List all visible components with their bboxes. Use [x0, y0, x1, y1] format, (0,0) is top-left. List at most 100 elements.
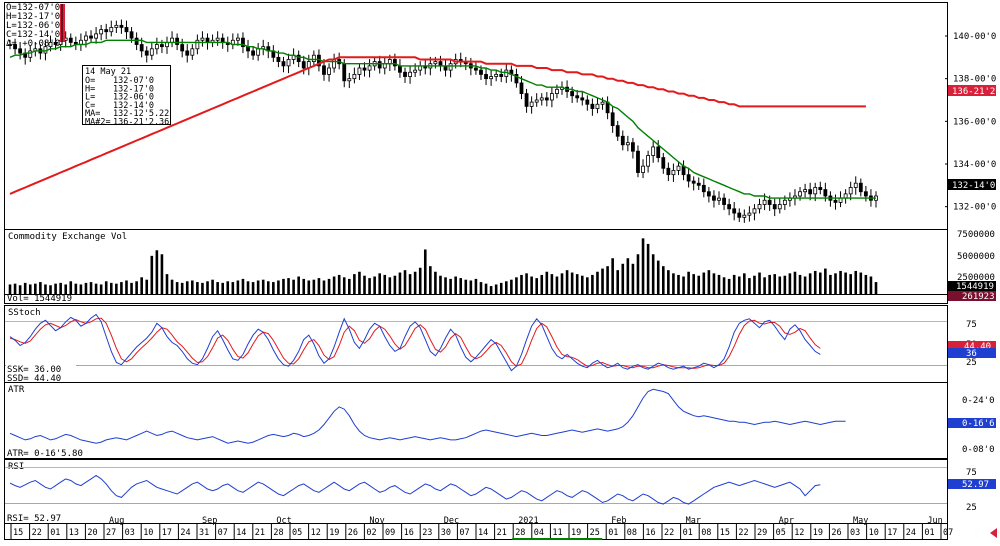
- volume-bar: [196, 282, 199, 294]
- volume-bar: [677, 274, 680, 294]
- volume-bar: [251, 282, 255, 294]
- stoch-badges: 44.40 36: [948, 341, 996, 359]
- candle-body: [580, 97, 585, 101]
- candle-body: [276, 56, 281, 62]
- atr-tick-0: 0-24'0: [962, 396, 995, 406]
- volume-bar: [145, 279, 149, 294]
- date-day-label: 10: [869, 528, 879, 538]
- volume-panel-frame: [4, 229, 948, 304]
- candle-body: [28, 50, 33, 58]
- candle-body: [408, 71, 412, 77]
- volume-bar: [191, 280, 194, 294]
- volume-bar: [869, 276, 873, 294]
- candle-body: [570, 91, 575, 97]
- stoch-tick-0: 75: [966, 320, 977, 330]
- info-box[interactable]: 14 May 21 O= 132-07'0 H= 132-17'0 L= 132-06'0…: [82, 65, 171, 128]
- volume-bar: [808, 273, 812, 294]
- volume-bar: [692, 274, 695, 294]
- ma-long-line: [9, 56, 866, 195]
- volume-bar: [661, 266, 665, 294]
- date-day-label: 24: [906, 528, 916, 538]
- date-day-label: 09: [385, 528, 395, 538]
- volume-badge-bg: [948, 281, 996, 291]
- volume-bar: [246, 281, 250, 294]
- date-day-label: 21: [497, 528, 507, 538]
- volume-bar: [818, 272, 822, 294]
- volume-bar: [732, 274, 736, 294]
- volume-bar: [717, 274, 721, 294]
- volume-bar: [69, 281, 73, 294]
- volume-bar: [591, 274, 594, 294]
- info-row-label: O=: [85, 76, 95, 86]
- volume-bar: [722, 277, 726, 294]
- volume-bar: [206, 281, 209, 294]
- candle-body: [377, 61, 382, 69]
- date-day-label: 21: [255, 528, 265, 538]
- volume-bar: [499, 282, 503, 294]
- last-price-badge: 132-14'0: [952, 181, 995, 191]
- date-day-label: 24: [180, 528, 190, 538]
- volume-bar: [672, 273, 675, 294]
- volume-bar: [580, 275, 584, 294]
- candle-body: [681, 165, 686, 176]
- volume-bar: [226, 281, 230, 294]
- price-tick-label: 136-00'0: [953, 117, 996, 127]
- candle-body: [661, 157, 666, 169]
- candle-body: [89, 35, 93, 39]
- volume-bar: [702, 272, 706, 294]
- candle-body: [180, 44, 185, 52]
- candle-body: [392, 59, 397, 67]
- candle-body: [241, 37, 245, 48]
- header-close: C=132-14'0: [6, 30, 60, 40]
- volume-bar: [261, 279, 265, 294]
- candle-body: [256, 48, 261, 56]
- volume-bar: [312, 279, 316, 294]
- candle-body: [636, 150, 640, 173]
- stoch-title: SStoch: [8, 308, 41, 318]
- volume-bar: [155, 250, 159, 294]
- volume-bar: [505, 281, 508, 294]
- candle-body: [114, 24, 119, 28]
- volume-bar: [601, 268, 604, 294]
- volume-bar: [368, 278, 371, 294]
- date-day-label: 29: [757, 528, 767, 538]
- volume-bar: [570, 272, 574, 294]
- volume-bar: [115, 283, 118, 294]
- scroll-left-arrow-icon[interactable]: [990, 528, 997, 538]
- date-day-label: 19: [329, 528, 339, 538]
- volume-bar: [277, 280, 280, 294]
- date-day-label: 04: [534, 528, 544, 538]
- info-row-label: H=: [85, 84, 95, 94]
- volume-bar: [469, 280, 473, 294]
- volume-bar: [874, 282, 878, 294]
- volume-legend: Vol= 1544919: [7, 294, 72, 304]
- volume-axis-ticks: 7500000 5000000 2500000: [957, 230, 995, 283]
- candle-body: [600, 101, 605, 105]
- candle-body: [433, 61, 438, 65]
- candle-body: [322, 65, 326, 75]
- volume-bar: [408, 274, 412, 294]
- stoch-tick-2: 25: [966, 358, 977, 368]
- candle-body: [327, 67, 331, 75]
- candle-body: [281, 61, 286, 67]
- candle-body: [129, 31, 134, 39]
- volume-bar: [266, 281, 270, 294]
- candle-body: [813, 187, 818, 195]
- atr-title: ATR: [8, 385, 25, 395]
- volume-bar: [272, 282, 275, 294]
- volume-bar: [434, 271, 437, 294]
- stoch-k-badge: 36: [966, 349, 977, 359]
- candle-body: [631, 142, 635, 152]
- info-row-value: 132-14'0: [113, 101, 154, 111]
- candle-body: [534, 99, 539, 103]
- volume-bar: [707, 270, 711, 294]
- date-day-label: 01: [608, 528, 618, 538]
- volume-bar: [854, 270, 858, 294]
- candle-body: [362, 67, 367, 71]
- candle-body: [124, 27, 129, 33]
- date-month-label: Mar: [686, 516, 701, 526]
- volume-tick-0: 7500000: [957, 230, 995, 240]
- rsi-panel-frame: [4, 459, 948, 524]
- date-day-label: 03: [125, 528, 135, 538]
- candle-body: [18, 48, 23, 54]
